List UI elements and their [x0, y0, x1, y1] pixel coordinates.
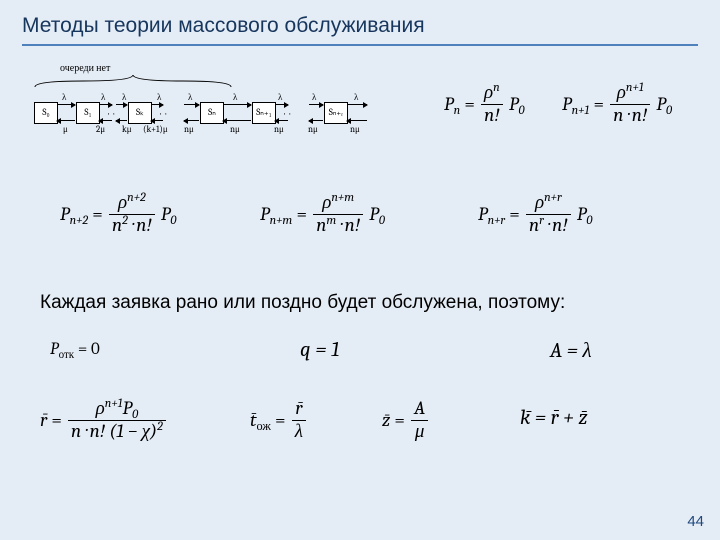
- formula-pnm: Pn+m = ρn+m nm · n! P0: [260, 194, 385, 237]
- formula-q: q = 1: [300, 338, 339, 362]
- rate-mu: (k+1)μ: [143, 124, 168, 135]
- arrow-left: [57, 120, 75, 121]
- rate-mu: nμ: [230, 124, 240, 135]
- state-s0: S₀: [34, 102, 58, 124]
- state-sk: Sₖ: [128, 102, 152, 124]
- arrow-left: [99, 120, 112, 121]
- arrow-right: [223, 104, 251, 105]
- arrow-left: [223, 120, 251, 121]
- state-diagram: очереди нет S₀ S₁ · · Sₖ · · Sₙ Sₙ₊₁ · ·…: [30, 62, 410, 172]
- dots: · ·: [284, 108, 291, 120]
- formula-pn2: Pn+2 = ρn+2 n2 · n! P0: [60, 194, 176, 237]
- arrow-right: [275, 104, 288, 105]
- formula-twait: t̄ож = r̄ λ: [250, 400, 308, 443]
- page-number: 44: [687, 513, 704, 530]
- state-sn: Sₙ: [200, 102, 224, 124]
- arrow-right: [57, 104, 75, 105]
- rate-lambda: λ: [122, 92, 126, 103]
- rate-mu: nμ: [274, 124, 284, 135]
- formula-kbar: k̄ = r̄ + z̄: [520, 406, 588, 430]
- explanation-text: Каждая заявка рано или поздно будет обсл…: [40, 292, 565, 314]
- dots: · ·: [160, 108, 167, 120]
- arrow-right: [151, 104, 163, 105]
- rate-lambda: λ: [157, 92, 161, 103]
- rate-mu: nμ: [350, 124, 360, 135]
- slide-title: Методы теории массового обслуживания: [22, 14, 425, 38]
- formula-rbar: r̄ = ρn+1P0 n · n! (1 − χ)2: [40, 400, 168, 443]
- rate-lambda: λ: [233, 92, 237, 103]
- state-sn1: Sₙ₊₁: [252, 102, 276, 124]
- queue-label: очереди нет: [60, 62, 110, 74]
- rate-lambda: λ: [101, 92, 105, 103]
- formula-potk: Pотк = 0: [50, 340, 100, 359]
- formula-pnr: Pn+r = ρn+r nr · n! P0: [478, 194, 592, 237]
- formula-pn1: Pn+1 = ρn+1 n · n! P0: [562, 84, 672, 127]
- arrow-left: [116, 120, 127, 121]
- arrow-left: [275, 120, 288, 121]
- arrow-left: [151, 120, 163, 121]
- arrow-right: [99, 104, 112, 105]
- rate-lambda: λ: [188, 92, 192, 103]
- formula-zbar: z̄ = A μ: [382, 400, 430, 443]
- state-snr: Sₙ₊ᵣ: [324, 102, 348, 124]
- formula-pn: Pn = ρn n! P0: [444, 84, 525, 127]
- arrow-left: [309, 120, 323, 121]
- rate-lambda: λ: [312, 92, 316, 103]
- arrow-left: [184, 120, 199, 121]
- rate-lambda: λ: [278, 92, 282, 103]
- arrow-right: [347, 104, 367, 105]
- rate-mu: nμ: [308, 124, 318, 135]
- arrow-right: [184, 104, 199, 105]
- arrow-left: [347, 120, 367, 121]
- arrow-right: [116, 104, 127, 105]
- rate-mu: kμ: [122, 124, 132, 135]
- rate-mu: nμ: [184, 124, 194, 135]
- state-s1: S₁: [76, 102, 100, 124]
- arrow-right: [309, 104, 323, 105]
- rate-lambda: λ: [354, 92, 358, 103]
- rate-mu: μ: [63, 124, 68, 135]
- rate-lambda: λ: [62, 92, 66, 103]
- title-underline: [22, 44, 698, 46]
- formula-A: A = λ: [550, 338, 592, 363]
- rate-mu: 2μ: [96, 124, 105, 135]
- brace-icon: [34, 74, 232, 88]
